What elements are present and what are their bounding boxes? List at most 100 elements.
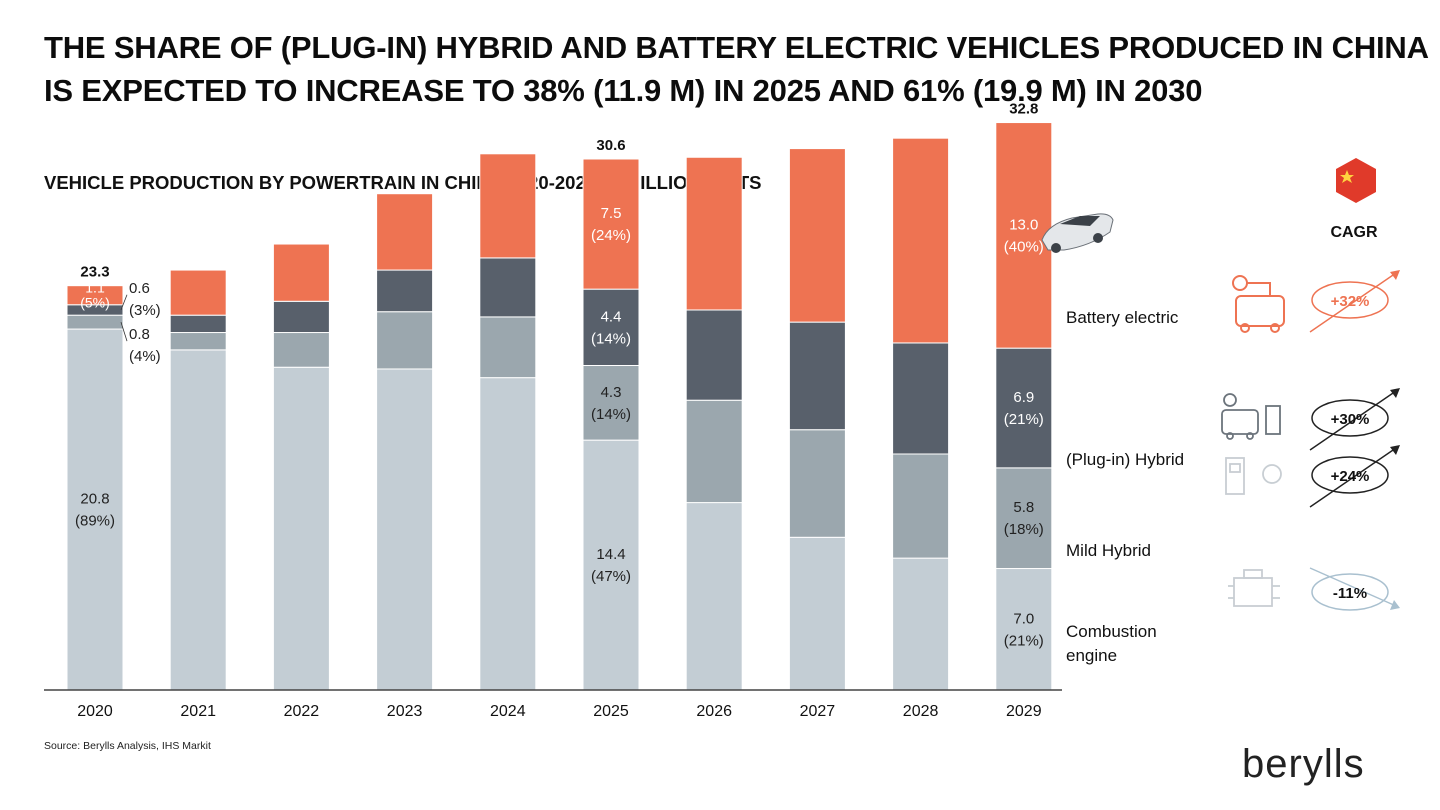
cagr-header: CAGR	[1330, 224, 1378, 241]
title-line-2: IS EXPECTED TO INCREASE TO 38% (11.9 M) …	[44, 73, 1203, 108]
mhev-pump-window	[1229, 463, 1241, 473]
x-tick-label-2021: 2021	[180, 703, 216, 720]
x-tick-label-2022: 2022	[284, 703, 320, 720]
x-tick-label-2029: 2029	[1006, 703, 1042, 720]
phev-wheel-left	[1226, 432, 1234, 440]
electric-car-illustration-icon	[1041, 213, 1114, 253]
bar-plugin-hybrid-2028	[892, 342, 950, 455]
bar-battery-electric-2023	[376, 193, 434, 271]
data-label-combustion-2025-line2: (47%)	[591, 568, 631, 585]
page-title: THE SHARE OF (PLUG-IN) HYBRID AND BATTER…	[44, 26, 1429, 112]
bar-plugin-hybrid-2022	[272, 300, 330, 334]
bar-mild-hybrid-2023	[376, 311, 434, 370]
data-label-mild-hybrid-2025-line1: 4.3	[601, 384, 622, 401]
bar-battery-electric-2024	[479, 153, 537, 259]
bar-mild-hybrid-2020	[66, 314, 124, 330]
data-label-mild-hybrid-2020-line1: 0.8	[129, 326, 150, 343]
china-flag-icon	[1336, 158, 1376, 203]
total-label-2029: 32.8	[1009, 101, 1038, 118]
bar-combustion-2022	[272, 366, 330, 691]
cagr-arrowhead-plugin-hybrid	[1390, 388, 1400, 398]
car-window	[1060, 216, 1100, 226]
data-label-plugin-hybrid-2029-line1: 6.9	[1013, 389, 1034, 406]
x-tick-label-2025: 2025	[593, 703, 629, 720]
bar-mild-hybrid-2026	[685, 399, 743, 504]
bar-combustion-2020	[66, 328, 124, 691]
bar-mild-hybrid-2029	[995, 467, 1053, 570]
leader-line-plugin-hybrid-2020	[120, 294, 128, 311]
legend-label-combustion-line2: engine	[1066, 646, 1117, 665]
bar-battery-electric-2021	[169, 269, 227, 316]
cagr-trend-arrow-plugin-hybrid	[1309, 390, 1397, 451]
x-tick-label-2023: 2023	[387, 703, 423, 720]
phev-wheel-right	[1246, 432, 1254, 440]
legend-label-mild-hybrid: Mild Hybrid	[1066, 541, 1151, 560]
bar-mild-hybrid-2028	[892, 453, 950, 559]
ev-body	[1235, 295, 1285, 327]
bar-combustion-2023	[376, 368, 434, 691]
title-line-1: THE SHARE OF (PLUG-IN) HYBRID AND BATTER…	[44, 30, 1429, 65]
cagr-arrowhead-combustion	[1390, 600, 1400, 610]
mild-hybrid-fuel-icon	[1225, 457, 1282, 495]
phev-plug	[1223, 393, 1237, 407]
data-label-battery-electric-2029-line2: (40%)	[1004, 238, 1044, 255]
legend-label-combustion-line1: Combustion	[1066, 622, 1157, 641]
source-note: Source: Berylls Analysis, IHS Markit	[44, 740, 211, 752]
cagr-trend-arrow-mild-hybrid	[1309, 447, 1397, 508]
data-label-plugin-hybrid-2020-line1: 0.6	[129, 280, 150, 297]
ev-wheel-left	[1240, 323, 1250, 333]
cagr-value-battery-electric: +32%	[1331, 293, 1370, 310]
data-label-battery-electric-2025-line1: 7.5	[601, 205, 622, 222]
bar-battery-electric-2028	[892, 137, 950, 344]
cagr-arrowhead-mild-hybrid	[1390, 445, 1400, 455]
data-label-plugin-hybrid-2020-line2: (3%)	[129, 302, 161, 319]
bar-plugin-hybrid-2026	[685, 309, 743, 401]
data-label-battery-electric-2020-line2: (5%)	[80, 295, 110, 311]
legend-label-plugin-hybrid: (Plug-in) Hybrid	[1066, 450, 1184, 469]
x-tick-label-2020: 2020	[77, 703, 113, 720]
data-label-mild-hybrid-2025-line2: (14%)	[591, 406, 631, 423]
leader-line-mild-hybrid-2020	[120, 321, 128, 342]
ev-cable	[1247, 282, 1271, 296]
data-label-plugin-hybrid-2025-line1: 4.4	[601, 308, 622, 325]
data-label-combustion-2029-line1: 7.0	[1013, 610, 1034, 627]
x-tick-label-2028: 2028	[903, 703, 939, 720]
total-label-2025: 30.6	[596, 137, 625, 154]
ev-wheel-right	[1270, 323, 1280, 333]
data-label-mild-hybrid-2029-line1: 5.8	[1013, 499, 1034, 516]
bar-combustion-2027	[788, 536, 846, 691]
plugin-hybrid-car-icon	[1221, 393, 1281, 440]
combustion-engine-icon	[1228, 569, 1280, 607]
bar-mild-hybrid-2022	[272, 332, 330, 368]
mhev-pump	[1225, 457, 1245, 495]
cagr-value-combustion: -11%	[1333, 585, 1367, 602]
battery-electric-car-icon	[1232, 275, 1285, 333]
engine-block	[1233, 577, 1273, 607]
bar-combustion-2024	[479, 377, 537, 691]
bar-combustion-2028	[892, 557, 950, 691]
bar-combustion-2029	[995, 568, 1053, 691]
cagr-ellipse-battery-electric	[1311, 281, 1389, 319]
bar-combustion-2026	[685, 502, 743, 691]
bar-plugin-hybrid-2027	[788, 321, 846, 431]
bar-combustion-2025	[582, 439, 640, 691]
bar-battery-electric-2022	[272, 243, 330, 302]
phev-fuel-pump	[1265, 405, 1281, 435]
cagr-trend-arrow-combustion	[1309, 567, 1397, 607]
cagr-ellipse-combustion	[1311, 573, 1389, 611]
ev-plug	[1232, 275, 1248, 291]
data-label-battery-electric-2029-line1: 13.0	[1009, 216, 1038, 233]
bar-mild-hybrid-2021	[169, 332, 227, 351]
data-label-mild-hybrid-2020-line2: (4%)	[129, 348, 161, 365]
x-tick-label-2024: 2024	[490, 703, 526, 720]
cagr-value-plugin-hybrid: +30%	[1331, 411, 1370, 428]
bar-battery-electric-2025	[582, 158, 640, 290]
cagr-arrowhead-battery-electric	[1390, 270, 1400, 280]
engine-ports	[1228, 585, 1280, 599]
brand-logo: berylls	[1242, 742, 1365, 786]
cagr-value-mild-hybrid: +24%	[1331, 468, 1370, 485]
x-tick-label-2026: 2026	[696, 703, 732, 720]
data-label-combustion-2025-line1: 14.4	[596, 546, 625, 563]
bar-mild-hybrid-2025	[582, 365, 640, 441]
bar-plugin-hybrid-2025	[582, 288, 640, 367]
